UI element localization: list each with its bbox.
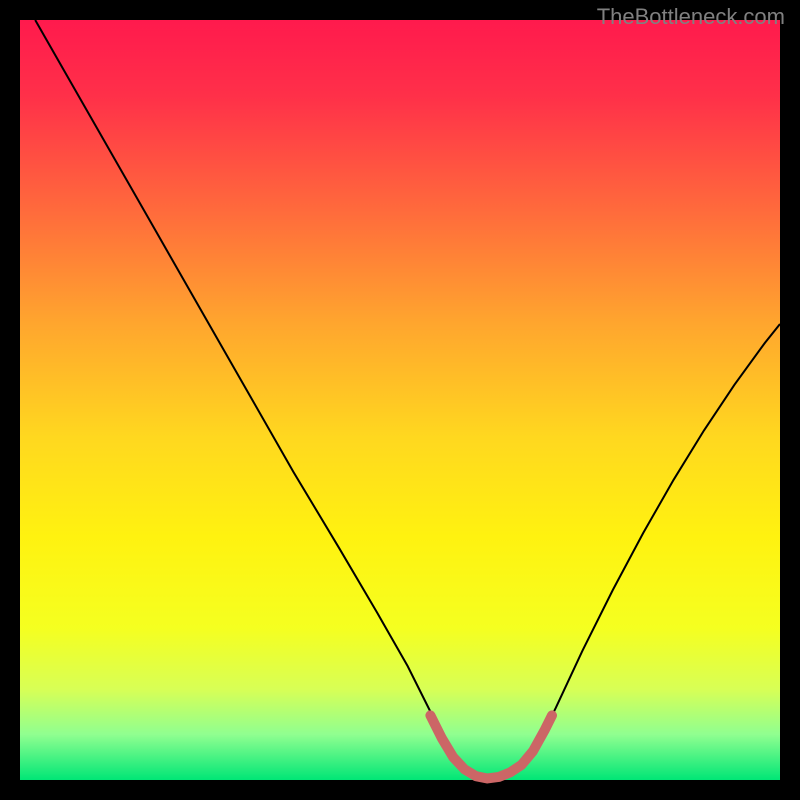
plot-background [20,20,780,780]
chart-container: TheBottleneck.com [0,0,800,800]
bottleneck-chart [0,0,800,800]
attribution-text: TheBottleneck.com [597,4,785,30]
